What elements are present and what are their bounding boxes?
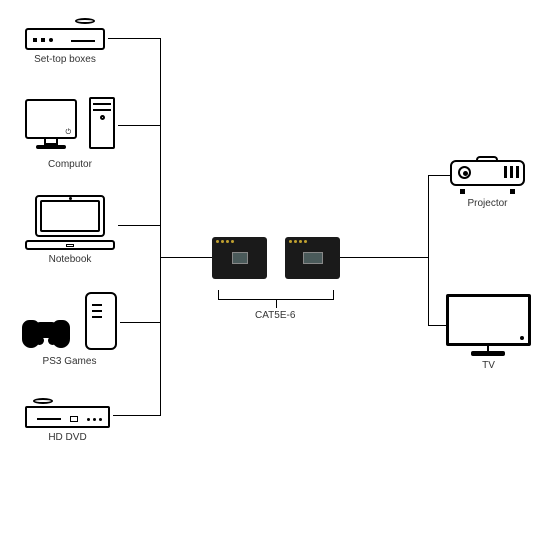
extender-tx xyxy=(212,237,267,279)
bracket-stem xyxy=(276,300,277,308)
tv-label: TV xyxy=(482,360,495,371)
notebook-label: Notebook xyxy=(49,254,92,265)
center-to-right xyxy=(340,257,428,258)
line-notebook xyxy=(118,225,160,226)
node-tv: TV xyxy=(446,294,531,371)
tv-icon xyxy=(446,294,531,356)
left-bus xyxy=(160,38,161,416)
node-settop: Set-top boxes xyxy=(25,20,105,65)
extender-rx xyxy=(285,237,340,279)
bus-to-center xyxy=(160,257,212,258)
node-projector: Projector xyxy=(450,156,525,209)
hddvd-icon xyxy=(25,400,110,428)
line-settop xyxy=(108,38,160,39)
line-ps3 xyxy=(120,322,160,323)
line-projector xyxy=(428,175,450,176)
projector-icon xyxy=(450,156,525,194)
node-computer: Computor xyxy=(25,95,115,170)
settop-label: Set-top boxes xyxy=(34,54,96,65)
node-hddvd: HD DVD xyxy=(25,400,110,443)
ps3-label: PS3 Games xyxy=(43,356,97,367)
center-bracket xyxy=(218,290,334,300)
notebook-icon xyxy=(25,195,115,250)
line-computer xyxy=(118,125,160,126)
node-notebook: Notebook xyxy=(25,195,115,265)
settop-icon xyxy=(25,20,105,50)
node-ps3: PS3 Games xyxy=(22,292,117,367)
line-hddvd xyxy=(113,415,160,416)
computer-label: Computor xyxy=(48,159,92,170)
ps3-icon xyxy=(22,292,117,352)
hddvd-label: HD DVD xyxy=(48,432,86,443)
projector-label: Projector xyxy=(467,198,507,209)
center-label: CAT5E-6 xyxy=(255,310,295,321)
line-tv xyxy=(428,325,446,326)
computer-icon xyxy=(25,95,115,155)
right-bus xyxy=(428,175,429,325)
